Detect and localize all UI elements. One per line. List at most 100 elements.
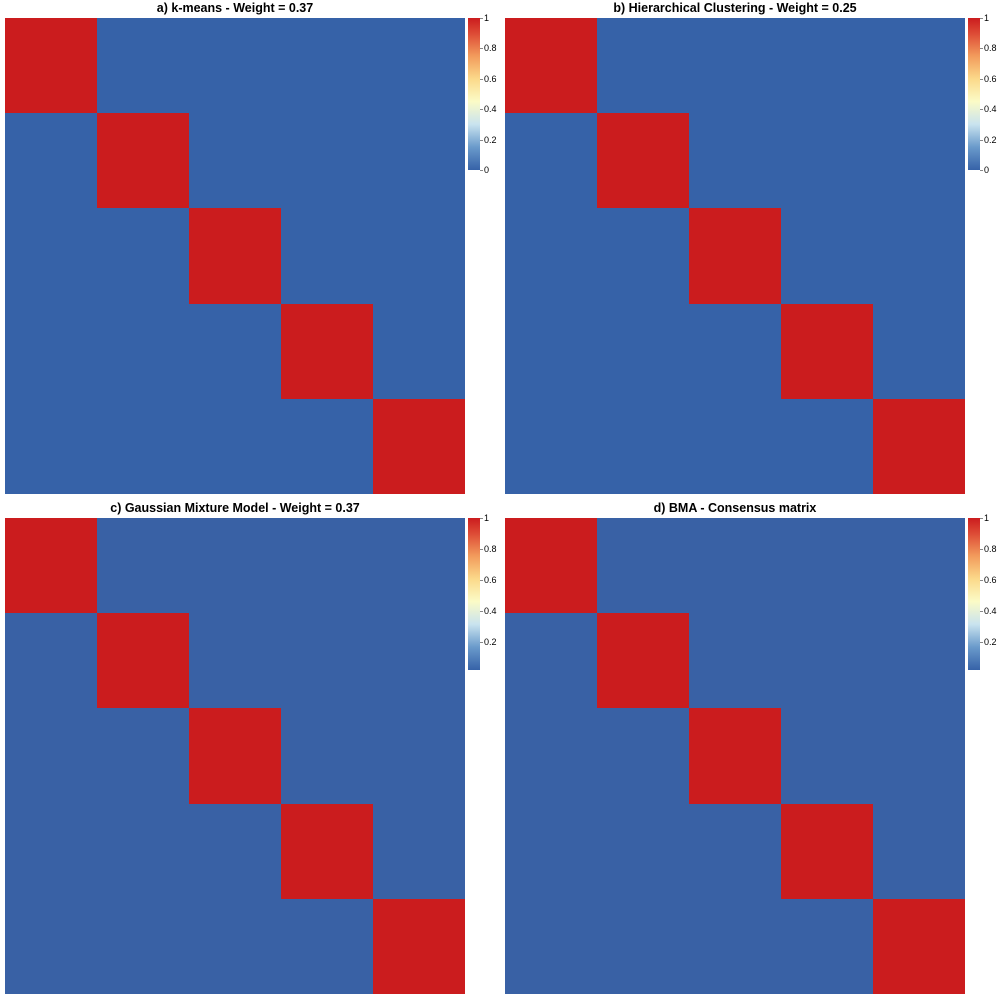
panel-title: b) Hierarchical Clustering - Weight = 0.…	[613, 1, 857, 15]
legend-tick-mark	[980, 642, 983, 644]
off-diagonal-block	[781, 113, 874, 209]
off-diagonal-block	[873, 303, 965, 400]
off-diagonal-block	[873, 708, 965, 805]
panel-d: d) BMA - Consensus matrix 0.2 0.4 0.6 0.8 1	[500, 500, 1000, 1000]
off-diagonal-block	[281, 708, 374, 805]
panel-title: c) Gaussian Mixture Model - Weight = 0.3…	[110, 501, 360, 515]
off-diagonal-block	[781, 613, 874, 709]
off-diagonal-block	[689, 398, 782, 494]
off-diagonal-block	[597, 303, 690, 400]
diagonal-block	[189, 708, 282, 805]
diagonal-block	[97, 613, 190, 709]
diagonal-block	[97, 113, 190, 209]
legend-tick-mark	[980, 109, 983, 111]
legend-tick-label: 0	[984, 165, 990, 175]
diagonal-block	[597, 613, 690, 709]
off-diagonal-block	[189, 803, 282, 900]
legend-tick-label: 0.6	[484, 575, 497, 586]
off-diagonal-block	[97, 208, 190, 305]
legend-tick-label: 0	[484, 165, 490, 175]
legend-tick-mark	[480, 170, 483, 171]
off-diagonal-block	[189, 18, 282, 114]
off-diagonal-block	[97, 803, 190, 900]
panel-title: a) k-means - Weight = 0.37	[156, 1, 314, 15]
off-diagonal-block	[597, 708, 690, 805]
off-diagonal-block	[281, 208, 374, 305]
off-diagonal-block	[689, 518, 782, 614]
legend-tick-label: 0.2	[484, 134, 497, 145]
off-diagonal-block	[873, 113, 965, 209]
off-diagonal-block	[5, 398, 98, 494]
off-diagonal-block	[5, 708, 98, 805]
legend-tick-label: 0.4	[984, 104, 997, 115]
panel-c: c) Gaussian Mixture Model - Weight = 0.3…	[0, 500, 500, 1000]
diagonal-block	[873, 898, 965, 994]
off-diagonal-block	[505, 613, 598, 709]
off-diagonal-block	[505, 708, 598, 805]
off-diagonal-block	[505, 398, 598, 494]
off-diagonal-block	[597, 898, 690, 994]
legend-tick-label: 0.6	[984, 73, 997, 84]
legend-tick-mark	[980, 78, 983, 80]
off-diagonal-block	[781, 208, 874, 305]
off-diagonal-block	[689, 18, 782, 114]
color-legend	[468, 518, 480, 670]
legend-tick-label: 0.4	[484, 104, 497, 115]
legend-tick-mark	[480, 580, 483, 582]
off-diagonal-block	[597, 398, 690, 494]
off-diagonal-block	[281, 398, 374, 494]
off-diagonal-block	[373, 708, 465, 805]
diagonal-block	[505, 18, 598, 114]
legend-tick-mark	[980, 170, 983, 171]
diagonal-block	[781, 803, 874, 900]
legend-tick-label: 0.2	[484, 637, 497, 648]
off-diagonal-block	[505, 898, 598, 994]
off-diagonal-block	[873, 18, 965, 114]
off-diagonal-block	[781, 898, 874, 994]
heatmap-d	[505, 518, 965, 994]
off-diagonal-block	[373, 613, 465, 709]
legend-tick-mark	[980, 18, 983, 19]
off-diagonal-block	[373, 208, 465, 305]
off-diagonal-block	[5, 803, 98, 900]
diagonal-block	[873, 398, 965, 494]
off-diagonal-block	[781, 398, 874, 494]
off-diagonal-block	[97, 303, 190, 400]
legend-tick-mark	[480, 642, 483, 644]
legend-tick-mark	[980, 580, 983, 582]
off-diagonal-block	[97, 898, 190, 994]
legend-tick-label: 0.8	[984, 544, 997, 555]
off-diagonal-block	[689, 898, 782, 994]
legend-tick-label: 0.6	[984, 575, 997, 586]
off-diagonal-block	[781, 18, 874, 114]
off-diagonal-block	[873, 803, 965, 900]
off-diagonal-block	[97, 518, 190, 614]
off-diagonal-block	[505, 803, 598, 900]
diagonal-block	[781, 303, 874, 400]
heatmap-a	[5, 18, 465, 494]
legend-tick-mark	[980, 518, 983, 519]
off-diagonal-block	[281, 613, 374, 709]
diagonal-block	[281, 803, 374, 900]
off-diagonal-block	[189, 613, 282, 709]
diagonal-block	[5, 18, 98, 114]
off-diagonal-block	[97, 398, 190, 494]
off-diagonal-block	[597, 208, 690, 305]
off-diagonal-block	[873, 613, 965, 709]
legend-tick-label: 0.4	[984, 606, 997, 617]
off-diagonal-block	[689, 113, 782, 209]
off-diagonal-block	[873, 518, 965, 614]
heatmap-b	[505, 18, 965, 494]
off-diagonal-block	[97, 708, 190, 805]
panel-a: a) k-means - Weight = 0.37 0 0.2 0.4 0.6 0.8…	[0, 0, 500, 500]
legend-tick-mark	[480, 139, 483, 141]
off-diagonal-block	[597, 18, 690, 114]
off-diagonal-block	[873, 208, 965, 305]
off-diagonal-block	[373, 803, 465, 900]
color-legend	[968, 18, 980, 170]
diagonal-block	[189, 208, 282, 305]
off-diagonal-block	[505, 303, 598, 400]
off-diagonal-block	[281, 113, 374, 209]
off-diagonal-block	[5, 113, 98, 209]
off-diagonal-block	[189, 113, 282, 209]
